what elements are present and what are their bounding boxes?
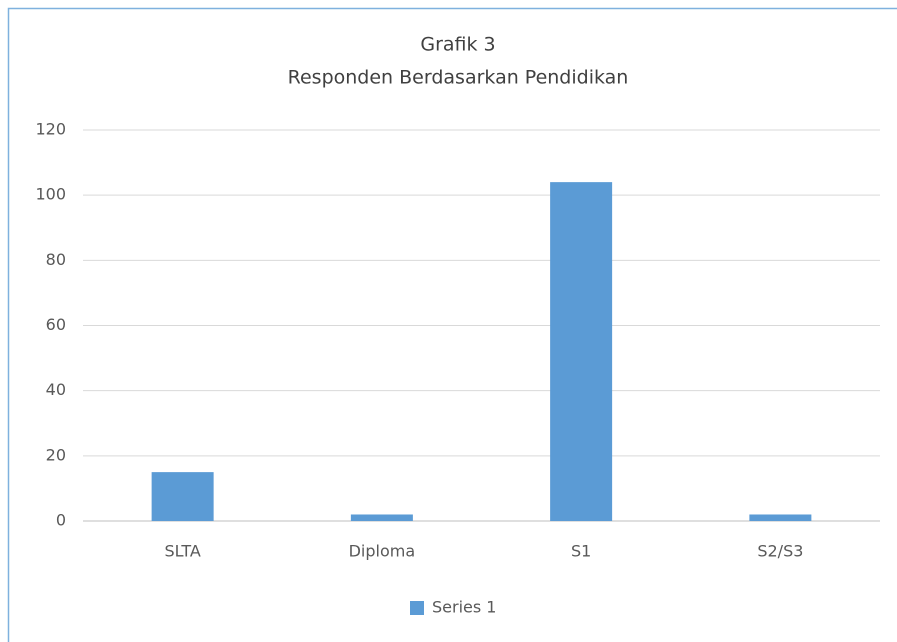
x-tick-label: SLTA bbox=[164, 542, 200, 561]
y-tick-label: 40 bbox=[46, 380, 66, 399]
legend-swatch bbox=[410, 601, 424, 615]
bar bbox=[151, 472, 214, 521]
bar bbox=[749, 514, 812, 521]
chart-subtitle: Responden Berdasarkan Pendidikan bbox=[288, 67, 629, 89]
chart-title: Grafik 3 bbox=[420, 34, 495, 56]
x-tick-label: S1 bbox=[571, 542, 591, 561]
x-tick-label: S2/S3 bbox=[757, 542, 803, 561]
legend-label: Series 1 bbox=[432, 598, 496, 617]
bar bbox=[550, 182, 613, 521]
bar bbox=[350, 514, 413, 521]
y-tick-label: 120 bbox=[35, 120, 66, 139]
x-tick-label: Diploma bbox=[349, 542, 416, 561]
y-tick-label: 20 bbox=[46, 445, 66, 464]
y-tick-label: 60 bbox=[46, 315, 66, 334]
y-tick-label: 80 bbox=[46, 250, 66, 269]
y-tick-label: 100 bbox=[35, 185, 66, 204]
y-tick-label: 0 bbox=[56, 511, 66, 530]
